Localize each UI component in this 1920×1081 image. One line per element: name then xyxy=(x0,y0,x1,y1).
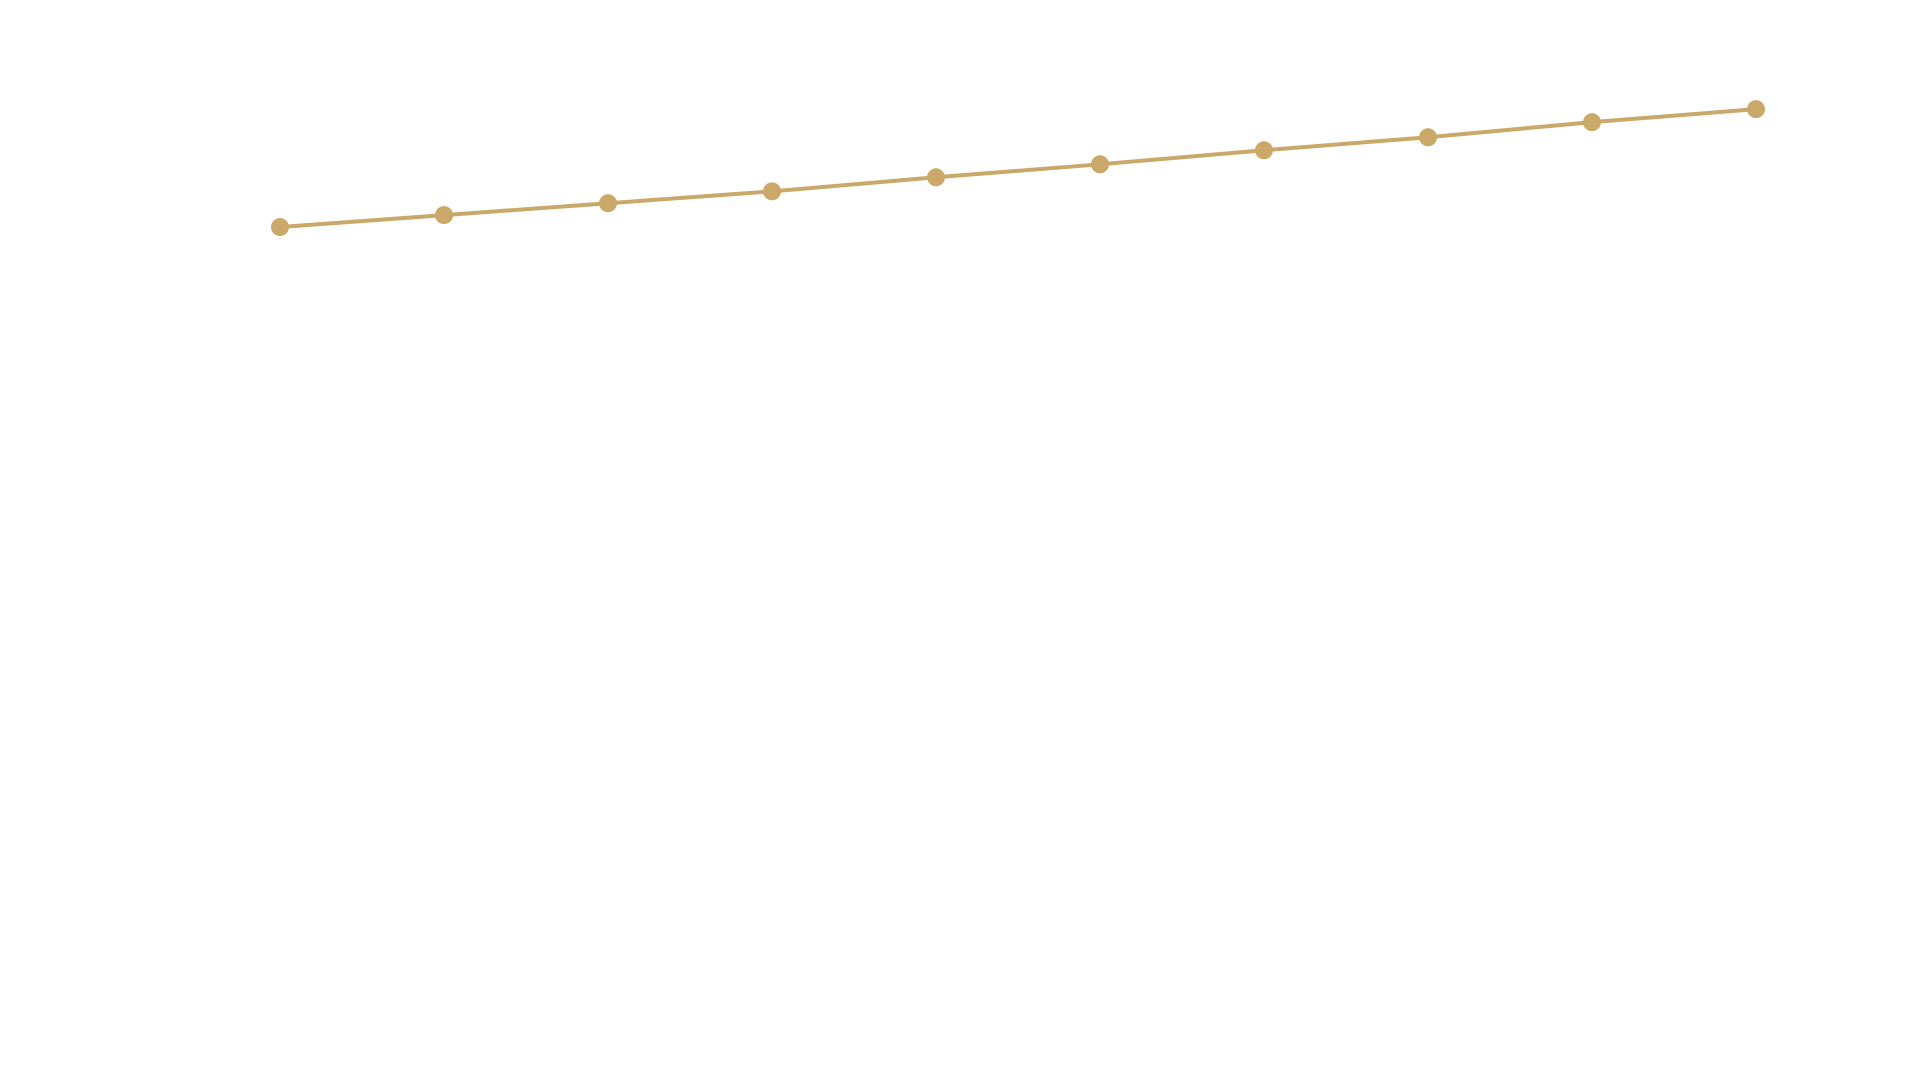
data-point xyxy=(435,206,453,225)
data-point xyxy=(927,168,945,187)
data-point xyxy=(1091,155,1109,174)
data-point xyxy=(599,194,617,213)
data-point xyxy=(1419,128,1437,147)
data-line xyxy=(279,107,1757,230)
data-point xyxy=(763,182,781,201)
data-point xyxy=(1583,113,1601,132)
data-point xyxy=(271,218,289,237)
data-point xyxy=(1747,100,1765,119)
data-point xyxy=(1255,141,1273,160)
